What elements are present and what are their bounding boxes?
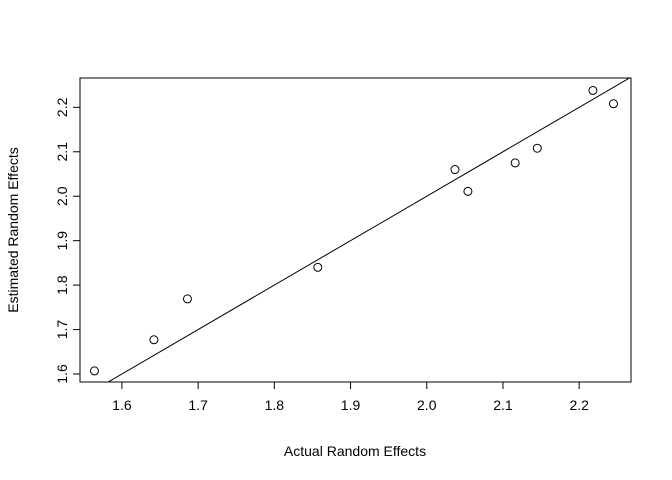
y-tick-label: 2.0 <box>54 186 70 206</box>
y-axis: 1.6 1.7 1.8 1.9 2.0 2.1 2.2 <box>54 97 81 384</box>
data-point <box>463 186 473 196</box>
x-tick-label: 2.2 <box>569 397 589 413</box>
y-tick-label: 1.7 <box>54 320 70 340</box>
data-point <box>89 366 99 376</box>
y-tick-label: 1.9 <box>54 231 70 251</box>
data-point <box>588 85 598 95</box>
x-tick-label: 1.8 <box>265 397 285 413</box>
y-tick-label: 1.6 <box>54 364 70 384</box>
x-tick-label: 2.0 <box>417 397 437 413</box>
x-tick-label: 1.6 <box>112 397 132 413</box>
plot-frame <box>79 77 632 383</box>
points-layer <box>89 85 618 376</box>
y-axis-label: Estimated Random Effects <box>5 147 21 312</box>
data-point <box>313 262 323 272</box>
x-axis: 1.6 1.7 1.8 1.9 2.0 2.1 2.2 <box>112 381 589 413</box>
data-point <box>450 165 460 175</box>
reference-line-layer <box>107 78 631 382</box>
x-tick-label: 1.9 <box>341 397 361 413</box>
data-point <box>149 335 159 345</box>
data-point <box>532 143 542 153</box>
x-axis-label: Actual Random Effects <box>284 443 426 459</box>
x-tick-label: 1.7 <box>188 397 208 413</box>
reference-line <box>107 78 631 382</box>
data-point <box>182 294 192 304</box>
y-tick-label: 2.2 <box>54 97 70 117</box>
data-point <box>608 99 618 109</box>
y-tick-label: 1.8 <box>54 275 70 295</box>
data-point <box>510 158 520 168</box>
y-tick-label: 2.1 <box>54 142 70 162</box>
x-tick-label: 2.1 <box>493 397 513 413</box>
